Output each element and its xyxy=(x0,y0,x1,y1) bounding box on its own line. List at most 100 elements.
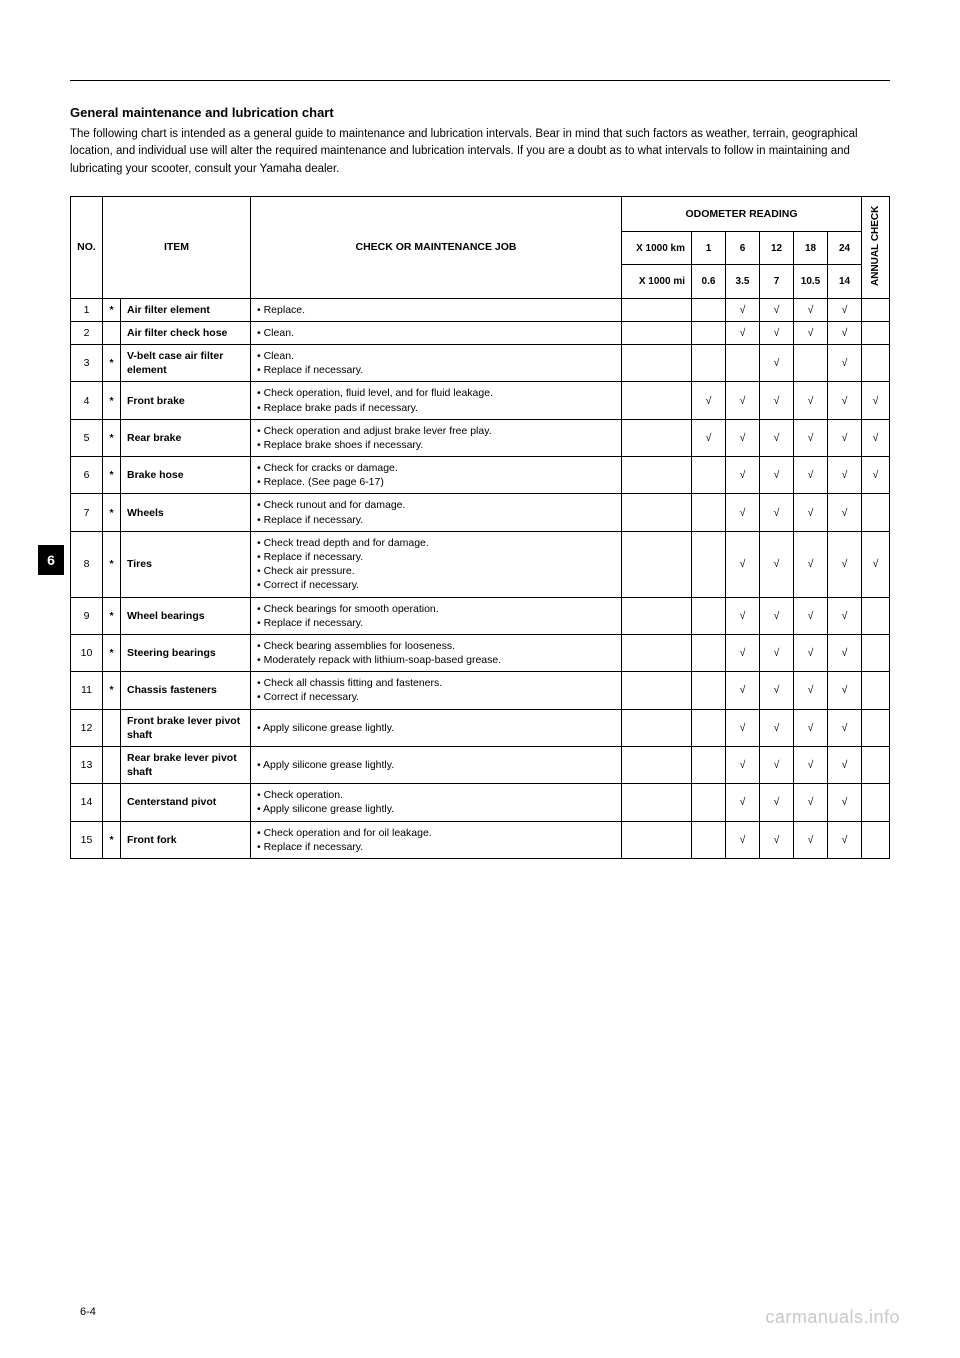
km-val-2: 12 xyxy=(760,231,794,264)
spacer-cell xyxy=(622,634,692,671)
check-cell: √ xyxy=(828,709,862,746)
spacer-cell xyxy=(622,746,692,783)
job-item: Replace. xyxy=(257,303,615,317)
table-row: 3*V-belt case air filter elementClean.Re… xyxy=(71,345,890,382)
table-row: 8*TiresCheck tread depth and for damage.… xyxy=(71,531,890,597)
spacer-cell xyxy=(622,494,692,531)
job-item: Apply silicone grease lightly. xyxy=(257,721,615,735)
mi-val-3: 10.5 xyxy=(794,265,828,298)
job-item: Replace if necessary. xyxy=(257,363,615,377)
row-no: 4 xyxy=(71,382,103,419)
job-item: Clean. xyxy=(257,349,615,363)
check-cell: √ xyxy=(726,531,760,597)
row-no: 9 xyxy=(71,597,103,634)
check-cell xyxy=(692,672,726,709)
spacer-cell xyxy=(622,298,692,321)
col-no-head: NO. xyxy=(71,196,103,298)
spacer-cell xyxy=(622,382,692,419)
row-item: Air filter check hose xyxy=(121,321,251,344)
job-item: Check operation and for oil leakage. xyxy=(257,826,615,840)
row-no: 1 xyxy=(71,298,103,321)
km-val-1: 6 xyxy=(726,231,760,264)
annual-cell xyxy=(862,784,890,821)
job-item: Replace if necessary. xyxy=(257,616,615,630)
check-cell: √ xyxy=(794,821,828,858)
check-cell: √ xyxy=(828,345,862,382)
annual-cell xyxy=(862,672,890,709)
job-item: Check all chassis fitting and fasteners. xyxy=(257,676,615,690)
km-val-3: 18 xyxy=(794,231,828,264)
job-item: Check tread depth and for damage. xyxy=(257,536,615,550)
check-cell: √ xyxy=(794,321,828,344)
row-item: Front brake xyxy=(121,382,251,419)
row-item: Wheel bearings xyxy=(121,597,251,634)
check-cell: √ xyxy=(760,531,794,597)
row-item: Chassis fasteners xyxy=(121,672,251,709)
check-cell: √ xyxy=(726,746,760,783)
row-asterisk: * xyxy=(103,345,121,382)
job-item: Check runout and for damage. xyxy=(257,498,615,512)
annual-cell xyxy=(862,345,890,382)
check-cell: √ xyxy=(794,672,828,709)
row-item: Air filter element xyxy=(121,298,251,321)
check-cell: √ xyxy=(828,419,862,456)
row-asterisk: * xyxy=(103,298,121,321)
row-no: 14 xyxy=(71,784,103,821)
mi-val-2: 7 xyxy=(760,265,794,298)
job-item: Check for cracks or damage. xyxy=(257,461,615,475)
check-cell: √ xyxy=(726,709,760,746)
check-cell xyxy=(692,298,726,321)
side-tab: 6 xyxy=(38,545,64,575)
row-asterisk: * xyxy=(103,634,121,671)
check-cell: √ xyxy=(794,634,828,671)
row-asterisk xyxy=(103,784,121,821)
row-job: Clean.Replace if necessary. xyxy=(251,345,622,382)
spacer-cell xyxy=(622,784,692,821)
check-cell: √ xyxy=(828,457,862,494)
check-cell: √ xyxy=(726,597,760,634)
check-cell xyxy=(692,321,726,344)
check-cell: √ xyxy=(760,597,794,634)
job-item: Replace if necessary. xyxy=(257,840,615,854)
row-job: Check operation and for oil leakage.Repl… xyxy=(251,821,622,858)
check-cell: √ xyxy=(726,382,760,419)
check-cell: √ xyxy=(828,746,862,783)
row-asterisk xyxy=(103,709,121,746)
check-cell: √ xyxy=(760,298,794,321)
check-cell: √ xyxy=(726,672,760,709)
job-item: Correct if necessary. xyxy=(257,690,615,704)
job-item: Check operation. xyxy=(257,788,615,802)
table-row: 13Rear brake lever pivot shaftApply sili… xyxy=(71,746,890,783)
check-cell: √ xyxy=(794,298,828,321)
check-cell: √ xyxy=(760,672,794,709)
check-cell: √ xyxy=(692,419,726,456)
check-cell xyxy=(794,345,828,382)
check-cell: √ xyxy=(828,597,862,634)
row-no: 8 xyxy=(71,531,103,597)
check-cell: √ xyxy=(828,821,862,858)
row-item: Rear brake lever pivot shaft xyxy=(121,746,251,783)
km-val-4: 24 xyxy=(828,231,862,264)
row-asterisk xyxy=(103,321,121,344)
row-job: Check all chassis fitting and fasteners.… xyxy=(251,672,622,709)
annual-cell: √ xyxy=(862,531,890,597)
row-item: Steering bearings xyxy=(121,634,251,671)
check-cell xyxy=(692,345,726,382)
row-job: Check runout and for damage.Replace if n… xyxy=(251,494,622,531)
annual-cell xyxy=(862,821,890,858)
check-cell xyxy=(692,709,726,746)
job-item: Apply silicone grease lightly. xyxy=(257,758,615,772)
row-asterisk: * xyxy=(103,457,121,494)
col-item-head: ITEM xyxy=(103,196,251,298)
table-row: 7*WheelsCheck runout and for damage.Repl… xyxy=(71,494,890,531)
spacer-cell xyxy=(622,709,692,746)
annual-cell xyxy=(862,634,890,671)
spacer-cell xyxy=(622,672,692,709)
row-no: 3 xyxy=(71,345,103,382)
row-item: Rear brake xyxy=(121,419,251,456)
check-cell: √ xyxy=(760,321,794,344)
check-cell: √ xyxy=(828,531,862,597)
check-cell: √ xyxy=(726,457,760,494)
check-cell: √ xyxy=(692,382,726,419)
row-no: 11 xyxy=(71,672,103,709)
